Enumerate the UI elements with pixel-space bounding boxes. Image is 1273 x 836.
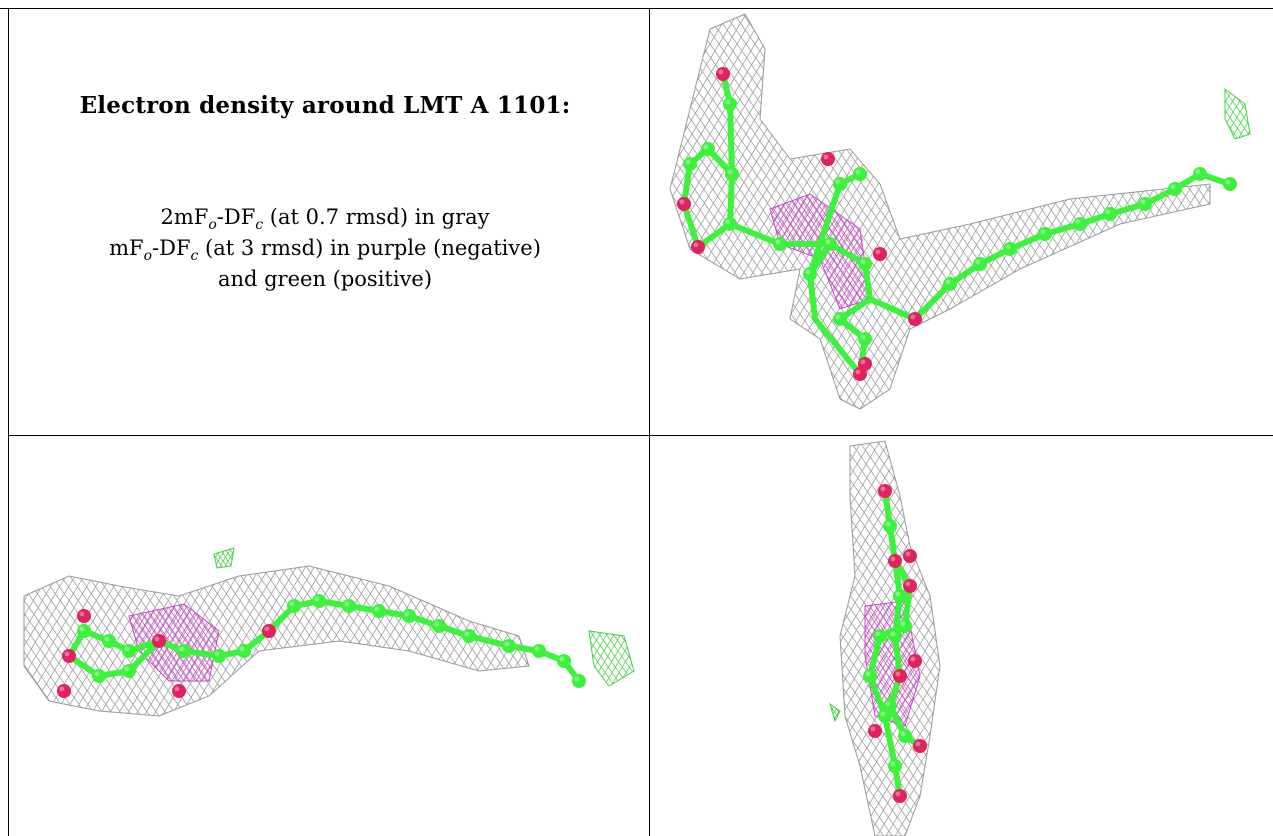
molecule-density-view-icon bbox=[23, 547, 635, 717]
line2-sub-o: o bbox=[143, 248, 153, 264]
panel-top-right bbox=[650, 9, 1273, 435]
caption-title: Electron density around LMT A 1101: bbox=[79, 92, 571, 119]
border-top bbox=[0, 8, 1273, 9]
caption-line-mfo: mFo-DFc (at 3 rmsd) in purple (negative) bbox=[0, 233, 650, 264]
line2-sub-c: c bbox=[190, 248, 199, 264]
border-middle-vertical bbox=[649, 8, 650, 836]
line1-sub-c: c bbox=[255, 217, 264, 233]
line2-suffix: (at 3 rmsd) in purple (negative) bbox=[198, 236, 541, 260]
line1-suffix: (at 0.7 rmsd) in gray bbox=[263, 205, 490, 229]
line1-mid: -DF bbox=[216, 205, 256, 229]
molecule-density-view-icon bbox=[669, 13, 1251, 410]
panel-bottom-right bbox=[650, 436, 1273, 836]
caption-cell: Electron density around LMT A 1101: 2mFo… bbox=[0, 0, 650, 435]
line2-mid: -DF bbox=[152, 236, 191, 260]
caption-line-2mfo: 2mFo-DFc (at 0.7 rmsd) in gray bbox=[0, 202, 650, 233]
caption-description: 2mFo-DFc (at 0.7 rmsd) in gray mFo-DFc (… bbox=[0, 202, 650, 295]
border-left bbox=[8, 8, 9, 836]
line1-sub-o: o bbox=[208, 217, 217, 233]
molecule-density-view-icon bbox=[829, 440, 941, 836]
border-middle-horizontal bbox=[8, 435, 1273, 436]
line1-prefix: 2mF bbox=[160, 205, 209, 229]
line2-prefix: mF bbox=[109, 236, 144, 260]
caption-line-green: and green (positive) bbox=[217, 267, 433, 291]
panel-bottom-left bbox=[9, 436, 649, 836]
